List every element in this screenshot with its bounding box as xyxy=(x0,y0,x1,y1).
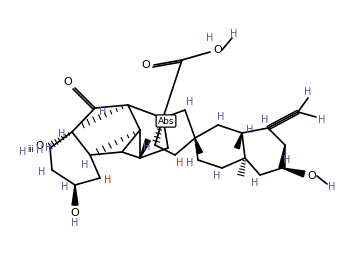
Text: H: H xyxy=(283,155,291,165)
Polygon shape xyxy=(282,168,305,177)
Polygon shape xyxy=(72,185,78,205)
Polygon shape xyxy=(195,138,202,154)
Text: H: H xyxy=(246,125,254,135)
Text: H: H xyxy=(38,167,46,177)
Text: Abs: Abs xyxy=(158,117,174,126)
Text: H: H xyxy=(19,147,27,157)
Text: H: H xyxy=(206,33,214,43)
Polygon shape xyxy=(279,145,285,168)
Text: O: O xyxy=(71,208,79,218)
Text: H: H xyxy=(99,107,107,117)
Text: H: H xyxy=(328,182,336,192)
Text: iii: iii xyxy=(28,146,34,155)
Text: H: H xyxy=(304,87,312,97)
Text: H: H xyxy=(104,175,112,185)
Text: H: H xyxy=(36,145,44,155)
Text: H: H xyxy=(213,171,221,181)
Text: O: O xyxy=(213,45,222,55)
Text: H: H xyxy=(186,158,194,168)
Text: H: H xyxy=(61,182,69,192)
Text: H: H xyxy=(251,178,259,188)
Text: O: O xyxy=(36,141,44,151)
Text: H: H xyxy=(58,129,66,139)
Text: H: H xyxy=(261,115,269,125)
Text: H: H xyxy=(318,115,326,125)
Polygon shape xyxy=(140,139,150,158)
Text: O: O xyxy=(64,77,72,87)
Text: H: H xyxy=(217,112,225,122)
Text: H: H xyxy=(81,160,89,170)
Text: H: H xyxy=(71,218,79,228)
Text: H: H xyxy=(45,143,53,153)
Text: O: O xyxy=(308,171,316,181)
Text: H: H xyxy=(143,142,151,152)
Text: H: H xyxy=(186,97,194,107)
Text: O: O xyxy=(142,60,150,70)
Text: H: H xyxy=(176,158,184,168)
Text: H: H xyxy=(230,29,238,39)
Polygon shape xyxy=(235,133,242,149)
